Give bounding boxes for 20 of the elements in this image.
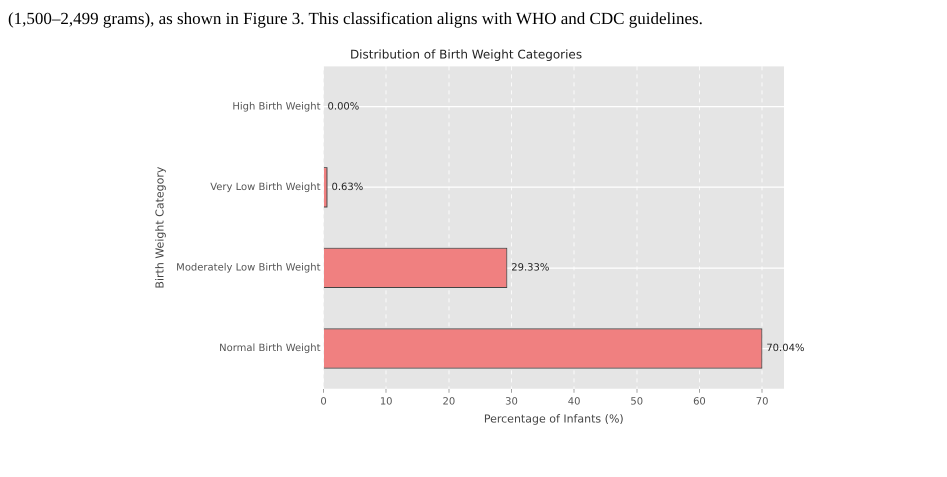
y-tick-label: Moderately Low Birth Weight — [176, 262, 321, 274]
x-tick-label: 70 — [756, 396, 768, 408]
data-label: 0.00% — [328, 101, 360, 112]
x-tick-label: 50 — [630, 396, 644, 408]
y-axis-title: Birth Weight Category — [153, 166, 166, 289]
x-tick-label: 60 — [693, 396, 706, 408]
x-tick-label: 20 — [442, 396, 456, 408]
x-tick-label: 0 — [320, 396, 327, 408]
y-tick-label: Very Low Birth Weight — [210, 182, 321, 193]
y-tick-label: Normal Birth Weight — [219, 343, 321, 354]
x-tick-label: 10 — [380, 396, 393, 408]
data-label: 0.63% — [331, 182, 364, 193]
x-axis-title: Percentage of Infants (%) — [484, 412, 624, 426]
y-tick-label: High Birth Weight — [232, 101, 321, 112]
x-tick-label: 30 — [505, 396, 518, 408]
text: (1,500–2,499 grams), as shown in Figure 3. This classification aligns with WHO and CDC guidelines. — [8, 8, 704, 30]
chart-title: Distribution of Birth Weight Categories — [350, 47, 582, 62]
data-label: 70.04% — [766, 343, 804, 354]
data-label: 29.33% — [511, 262, 550, 274]
x-tick-label: 40 — [568, 396, 580, 408]
